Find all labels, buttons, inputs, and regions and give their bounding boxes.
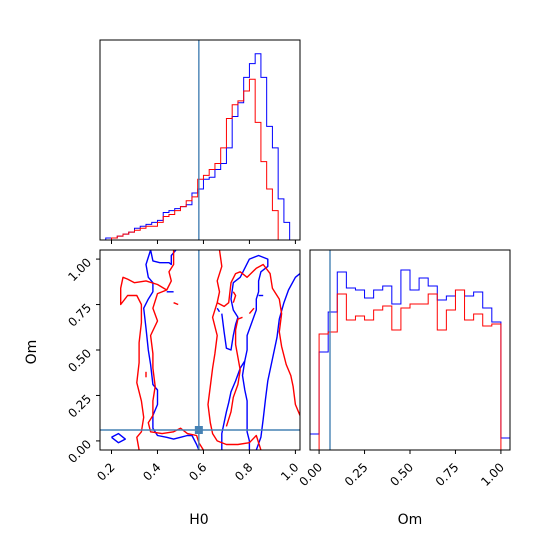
contour-red-segment — [120, 276, 168, 450]
h0-om-contour-panel: 0.2 0.4 0.6 0.8 1.00.000.250.500.751.00 — [65, 249, 302, 484]
contour-x-tick-label: 0.2 — [94, 460, 117, 483]
h0-histogram-blue — [100, 53, 300, 241]
contour-red-segment — [225, 316, 243, 427]
contour-blue-segment — [221, 254, 269, 450]
y-axis-label-om: Om — [24, 340, 40, 365]
h0-histogram-red — [100, 78, 300, 241]
contour-x-tick-label: 0.8 — [232, 460, 255, 483]
om-x-tick-label: 0.25 — [342, 460, 371, 489]
contour-x-tick-label: 0.6 — [186, 460, 209, 483]
contour-red-segment — [173, 302, 179, 306]
contour-y-tick-label: 0.50 — [65, 346, 94, 375]
contour-red-segment — [232, 291, 237, 303]
x-axis-label-h0: H0 — [189, 512, 208, 528]
contour-red-segment — [248, 307, 255, 315]
contour-blue-segment — [221, 360, 246, 450]
contour-y-tick-label: 0.00 — [65, 437, 94, 466]
contour-y-tick-label: 0.25 — [65, 392, 94, 421]
contour-y-tick-label: 1.00 — [65, 255, 94, 284]
om-histogram-blue — [309, 269, 511, 450]
h0-histogram-panel — [99, 39, 301, 244]
om-x-tick-label: 0.50 — [387, 460, 416, 489]
contour-red-segment — [147, 250, 204, 450]
contour-blue-segment — [149, 250, 177, 266]
om-x-tick-label: 1.00 — [478, 460, 507, 489]
contour-blue-segment — [111, 432, 126, 444]
contour-blue-segment — [143, 250, 200, 450]
contour-x-tick-label: 0.4 — [140, 460, 163, 483]
truth-marker — [194, 426, 203, 434]
om-histogram-red — [310, 289, 510, 451]
contour-blue-segment — [255, 273, 300, 450]
contour-y-tick-label: 0.75 — [65, 301, 94, 330]
om-histogram-panel: 0.00 0.25 0.50 0.75 1.00 — [296, 249, 511, 489]
x-axis-label-om: Om — [398, 512, 423, 528]
contour-red-segment — [207, 250, 262, 450]
h0-histogram-frame — [99, 39, 301, 241]
om-x-tick-label: 0.75 — [433, 460, 462, 489]
contour-red-segment — [216, 263, 300, 416]
contour-blue-segment — [216, 307, 221, 313]
om-x-tick-label: 0.00 — [296, 460, 325, 489]
contour-lines — [111, 250, 300, 450]
